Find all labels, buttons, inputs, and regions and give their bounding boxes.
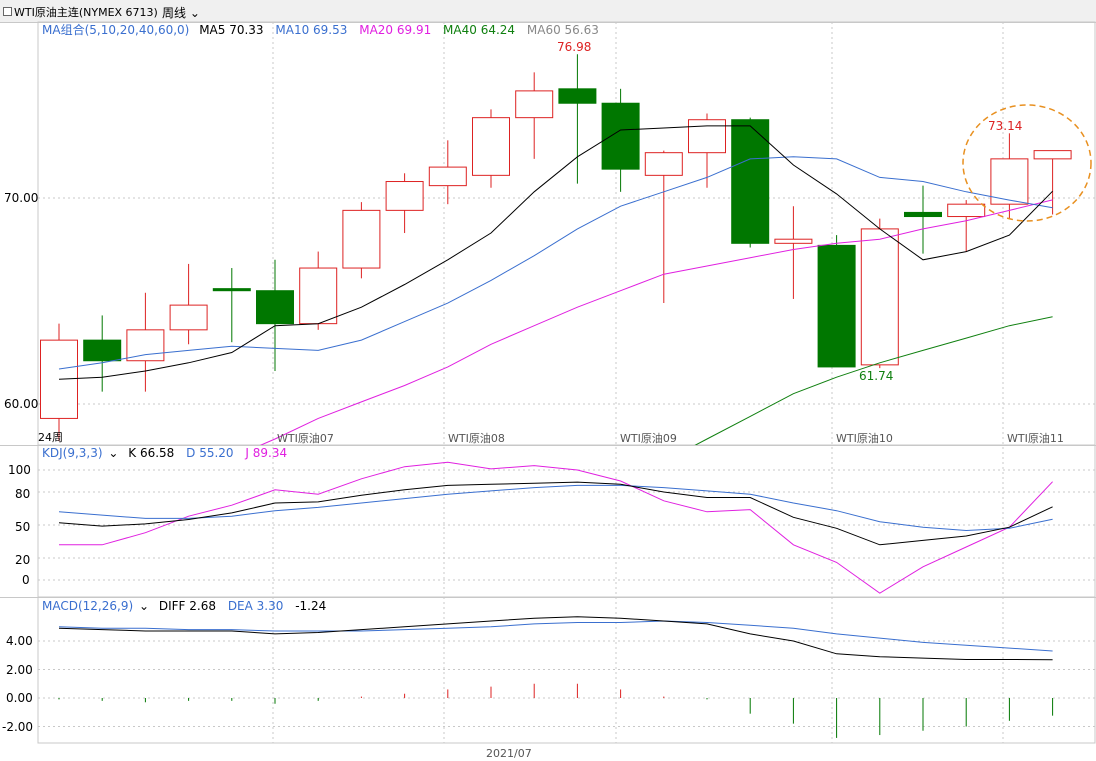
candle-body: [299, 267, 338, 325]
low-annotation: 61.74: [859, 369, 893, 383]
dea-line: [58, 620, 1053, 652]
ma20-line: [259, 199, 1053, 445]
k-line: [58, 481, 1053, 546]
x-tick-label: WTI原油08: [448, 431, 505, 445]
recent-high-annotation: 73.14: [988, 119, 1022, 133]
ma5-legend: MA5 70.33: [199, 23, 263, 37]
candle-body: [472, 117, 510, 176]
highlight-circle: [962, 104, 1092, 222]
candle-body: [990, 158, 1029, 205]
candle-body: [558, 88, 597, 104]
grid-lines: [38, 22, 1095, 743]
y-tick-label: 50: [15, 520, 30, 534]
candle-body: [256, 290, 294, 325]
candle-body: [947, 203, 986, 218]
ma40-line: [694, 316, 1053, 445]
period-dropdown[interactable]: 周线 ⌄: [162, 4, 200, 21]
candle-body: [342, 209, 381, 269]
kdj-legend: KDJ(9,3,3) ⌄ K 66.58 D 55.20 J 89.34: [42, 446, 287, 460]
candle-body: [1033, 150, 1072, 160]
ma40-legend: MA40 64.24: [443, 23, 515, 37]
price-panel-frame: [37, 21, 1096, 446]
diff-legend: DIFF 2.68: [159, 599, 216, 613]
ma10-legend: MA10 69.53: [275, 23, 347, 37]
candle-body: [515, 90, 554, 119]
candle-body: [860, 228, 899, 366]
macd-legend-name: MACD(12,26,9): [42, 599, 133, 613]
macd-panel: [58, 616, 1054, 738]
candle-body: [817, 244, 856, 368]
x-tick-label: 24周: [38, 431, 63, 444]
candle-body: [428, 166, 467, 187]
candle-body: [644, 152, 683, 176]
candle-body: [212, 288, 251, 292]
instrument-title: WTI原油主连(NYMEX 6713): [14, 6, 158, 19]
x-date-label: 2021/07: [486, 747, 532, 760]
j-legend: J 89.34: [244, 446, 287, 460]
x-tick-label: WTI原油11: [1007, 431, 1064, 445]
ma-legend-name: MA组合(5,10,20,40,60,0): [42, 22, 189, 37]
menu-icon[interactable]: [3, 7, 12, 16]
chevron-down-icon: ⌄: [108, 446, 118, 460]
candle-body: [169, 304, 208, 331]
x-tick-label: WTI原油10: [836, 431, 893, 445]
k-legend: K 66.58: [128, 446, 174, 460]
y-tick-label: 100: [8, 463, 31, 477]
candle-body: [904, 211, 942, 218]
ma5-line: [58, 125, 1053, 380]
y-tick-label: 60.00: [4, 397, 38, 411]
ma60-legend: MA60 56.63: [527, 23, 599, 37]
y-tick-label: 80: [15, 487, 30, 501]
diff-line: [58, 616, 1053, 661]
chevron-down-icon: ⌄: [189, 6, 200, 20]
candle-body: [774, 238, 813, 244]
x-tick-label: WTI原油07: [277, 431, 334, 445]
macd-panel-frame: [37, 596, 1096, 744]
period-label: 周线: [162, 6, 187, 20]
y-tick-label: 0: [22, 573, 30, 587]
kdj-legend-name: KDJ(9,3,3): [42, 446, 103, 460]
y-tick-label: 70.00: [4, 191, 38, 205]
candle-body: [731, 119, 770, 244]
y-tick-label: -2.00: [2, 720, 33, 734]
high-annotation: 76.98: [557, 40, 591, 54]
d-line: [58, 484, 1053, 532]
candle-body: [385, 181, 424, 211]
kdj-panel: [58, 461, 1053, 594]
dea-legend: DEA 3.30: [228, 599, 284, 613]
macd-legend: MACD(12,26,9) ⌄ DIFF 2.68 DEA 3.30 -1.24: [42, 599, 326, 613]
ma20-legend: MA20 69.91: [359, 23, 431, 37]
ma10-line: [58, 156, 1053, 370]
y-tick-label: 0.00: [6, 691, 33, 705]
candle-body: [83, 339, 122, 362]
macd-value-legend: -1.24: [295, 599, 326, 613]
price-panel: [40, 54, 1072, 445]
candle-body: [601, 102, 640, 170]
candle-body: [126, 329, 165, 362]
d-legend: D 55.20: [186, 446, 233, 460]
ma-legend: MA组合(5,10,20,40,60,0) MA5 70.33 MA10 69.…: [42, 22, 599, 37]
kdj-panel-frame: [37, 444, 1096, 598]
chevron-down-icon: ⌄: [139, 599, 149, 613]
y-tick-label: 4.00: [6, 634, 33, 648]
y-tick-label: 2.00: [6, 663, 33, 677]
x-tick-label: WTI原油09: [620, 431, 677, 445]
candle-body: [688, 119, 726, 154]
y-tick-label: 20: [15, 553, 30, 567]
j-line: [59, 461, 1053, 594]
